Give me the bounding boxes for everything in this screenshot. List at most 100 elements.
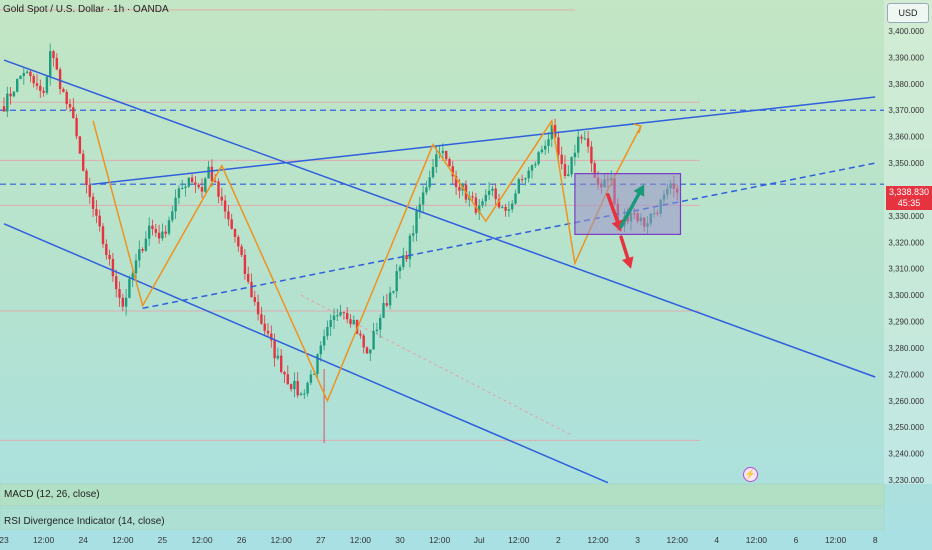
candle-body bbox=[372, 331, 375, 350]
candle-body bbox=[481, 201, 484, 206]
price-tick-label: 3,280.000 bbox=[888, 344, 924, 353]
candle-body bbox=[121, 297, 124, 307]
currency-selector[interactable]: USD bbox=[887, 3, 929, 23]
candle-body bbox=[346, 312, 349, 320]
time-tick-label: 12:00 bbox=[587, 535, 609, 545]
candle-body bbox=[171, 211, 174, 221]
candle-body bbox=[375, 329, 379, 332]
candle-body bbox=[62, 89, 65, 92]
candle-body bbox=[309, 374, 313, 383]
candle-body bbox=[161, 231, 164, 239]
rsi-indicator-label[interactable]: RSI Divergence Indicator (14, close) bbox=[4, 516, 165, 527]
candle-body bbox=[520, 179, 524, 181]
price-tick-label: 3,260.000 bbox=[888, 397, 924, 406]
candle-body bbox=[108, 255, 111, 259]
candle-body bbox=[52, 51, 55, 58]
time-tick-label: 12:00 bbox=[508, 535, 530, 545]
candle-body bbox=[517, 179, 520, 194]
zigzag-pattern[interactable] bbox=[92, 118, 642, 403]
candle-body bbox=[451, 166, 454, 177]
candle-body bbox=[557, 137, 560, 155]
forecast-arrowhead-down bbox=[611, 219, 624, 232]
candle-body bbox=[425, 187, 428, 193]
candle-body bbox=[223, 200, 227, 212]
candle-body bbox=[504, 206, 507, 211]
price-tick-label: 3,240.000 bbox=[888, 450, 924, 459]
candle-body bbox=[583, 138, 586, 140]
time-tick-label: 30 bbox=[395, 535, 405, 545]
candle-body bbox=[134, 260, 138, 274]
candle-body bbox=[174, 197, 177, 212]
candle-body bbox=[214, 181, 217, 183]
candle-body bbox=[293, 381, 296, 390]
price-tick-label: 3,350.000 bbox=[888, 159, 924, 168]
candle-body bbox=[200, 187, 204, 192]
candle-body bbox=[441, 150, 445, 154]
candle-body bbox=[458, 187, 461, 191]
candle-body bbox=[98, 215, 101, 227]
bar-countdown: 45:35 bbox=[897, 198, 921, 208]
price-tick-label: 3,360.000 bbox=[888, 133, 924, 142]
candle-body bbox=[402, 255, 405, 267]
candle-body bbox=[247, 274, 250, 282]
candle-body bbox=[395, 271, 398, 292]
price-axis[interactable]: 3,400.000 3,390.000 3,380.000 3,370.000 3,36… bbox=[888, 27, 924, 485]
candle-body bbox=[131, 273, 134, 279]
candle-body bbox=[421, 192, 425, 205]
candle-body bbox=[316, 354, 319, 374]
candle-body bbox=[270, 333, 273, 341]
candle-body bbox=[478, 205, 481, 213]
range-box[interactable] bbox=[574, 173, 682, 235]
trendlines[interactable] bbox=[3, 59, 876, 484]
price-tick-label: 3,320.000 bbox=[888, 238, 924, 247]
candle-body bbox=[313, 373, 316, 375]
candle-body bbox=[507, 209, 511, 211]
time-axis[interactable]: 23 12:00 24 12:00 25 12:00 26 12:00 27 12:00 30 12:… bbox=[0, 535, 878, 545]
candle-body bbox=[540, 149, 544, 153]
time-tick-label: 24 bbox=[78, 535, 88, 545]
candle-body bbox=[332, 315, 336, 321]
candle-body bbox=[95, 208, 98, 216]
candle-body bbox=[586, 138, 590, 147]
candle-body bbox=[263, 323, 266, 331]
macd-indicator-label[interactable]: MACD (12, 26, close) bbox=[4, 489, 100, 500]
candle-body bbox=[280, 355, 283, 373]
lightning-icon[interactable]: ⚡ bbox=[743, 467, 758, 482]
candle-body bbox=[105, 243, 108, 256]
time-tick-label: 12:00 bbox=[33, 535, 55, 545]
candle-body bbox=[65, 91, 68, 105]
candle-body bbox=[382, 303, 385, 318]
candle-body bbox=[326, 327, 329, 337]
candle-body bbox=[306, 382, 309, 394]
candle-body bbox=[266, 330, 270, 334]
candle-body bbox=[240, 246, 243, 255]
candle-body bbox=[454, 176, 458, 188]
time-tick-label: 12:00 bbox=[191, 535, 213, 545]
candle-body bbox=[514, 193, 517, 204]
candle-body bbox=[167, 220, 171, 234]
candle-body bbox=[573, 152, 577, 158]
candle-body bbox=[501, 206, 504, 208]
forecast-arrow-down bbox=[606, 193, 620, 224]
candle-body bbox=[418, 204, 421, 212]
candle-body bbox=[141, 249, 144, 251]
candle-body bbox=[187, 177, 190, 187]
symbol-title[interactable]: Gold Spot / U.S. Dollar · 1h · OANDA bbox=[3, 4, 169, 15]
candle-body bbox=[544, 145, 547, 150]
candle-body bbox=[250, 281, 253, 298]
forecast-arrows[interactable] bbox=[606, 184, 645, 269]
candle-body bbox=[319, 345, 322, 355]
candle-body bbox=[511, 203, 514, 210]
candle-body bbox=[157, 232, 161, 239]
last-price-value: 3,338.830 bbox=[888, 187, 930, 197]
candle-body bbox=[398, 266, 402, 272]
candle-body bbox=[101, 226, 105, 244]
time-tick-label: 12:00 bbox=[429, 535, 451, 545]
candle-body bbox=[118, 289, 121, 298]
candle-body bbox=[177, 188, 181, 198]
time-tick-label: 26 bbox=[237, 535, 247, 545]
candle-body bbox=[408, 235, 412, 260]
candle-body bbox=[2, 106, 6, 112]
